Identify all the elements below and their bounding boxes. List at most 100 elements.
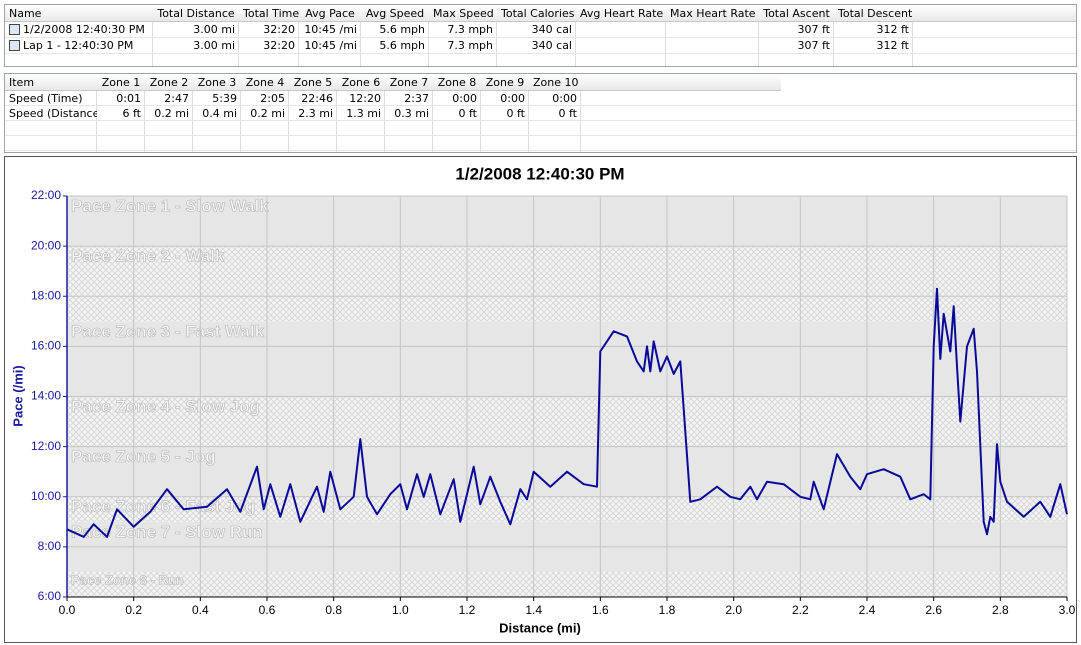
x-tick-label: 1.8 xyxy=(659,603,676,617)
chart: 1/2/2008 12:40:30 PM Distance (mi) Pace … xyxy=(4,156,1077,643)
cell-text: 340 cal xyxy=(531,39,572,52)
column-divider xyxy=(580,74,581,152)
table-cell: 2:05 xyxy=(241,91,289,106)
table-cell: 0.2 mi xyxy=(241,106,289,121)
column-header: Zone 7 xyxy=(385,74,433,91)
y-tick-label: 16:00 xyxy=(31,339,61,353)
cell-text: 32:20 xyxy=(263,39,295,52)
column-divider xyxy=(912,5,913,66)
zone-table: Item Zone 1 Zone 2 Zone 3 Zone 4 Zone 5 Zone 6… xyxy=(4,73,1077,153)
column-header: Zone 5 xyxy=(289,74,337,91)
y-tick-label: 8:00 xyxy=(38,539,62,553)
column-header: Avg Pace xyxy=(299,5,361,22)
column-header: Avg Speed xyxy=(361,5,429,22)
cell-text: 307 ft xyxy=(797,39,830,52)
cell-text: 22:46 xyxy=(301,92,333,105)
column-header: Max Speed xyxy=(429,5,497,22)
cell-text: 0 ft xyxy=(458,107,478,120)
row-divider xyxy=(5,120,1076,121)
column-divider xyxy=(238,5,239,66)
column-divider xyxy=(480,74,481,152)
table-cell: 1.3 mi xyxy=(337,106,385,121)
x-tick-label: 1.4 xyxy=(525,603,542,617)
table-cell: 0:00 xyxy=(481,91,529,106)
cell-text: 6 ft xyxy=(122,107,142,120)
column-divider xyxy=(192,74,193,152)
zone-label: Pace Zone 2 - Walk xyxy=(71,247,225,266)
zone-label: Pace Zone 4 - Slow Jog xyxy=(71,397,260,416)
table-cell: 3.00 mi xyxy=(153,22,239,38)
x-tick-label: 0.6 xyxy=(259,603,276,617)
x-tick-label: 2.4 xyxy=(859,603,876,617)
cell-text: 10:45 /mi xyxy=(304,23,357,36)
table-cell: 0 ft xyxy=(433,106,481,121)
pace-line xyxy=(66,287,1068,538)
zone-band xyxy=(67,321,1067,397)
cell-text: 32:20 xyxy=(263,23,295,36)
table-cell: 0.3 mi xyxy=(385,106,433,121)
table-cell: 3.00 mi xyxy=(153,38,239,54)
table-cell: 340 cal xyxy=(497,38,576,54)
cell-text: 5.6 mph xyxy=(379,23,425,36)
column-header: Max Heart Rate xyxy=(666,5,759,22)
column-header: Name xyxy=(5,5,153,22)
zone-band xyxy=(67,571,1067,597)
column-header: Zone 1 xyxy=(97,74,145,91)
cell-text: 0.2 mi xyxy=(154,107,189,120)
zone-band xyxy=(67,246,1067,322)
table-cell: 0:00 xyxy=(529,91,581,106)
column-divider xyxy=(384,74,385,152)
cell-text: 0.2 mi xyxy=(250,107,285,120)
zone-band xyxy=(67,196,1067,247)
y-tick-label: 12:00 xyxy=(31,439,61,453)
table-cell: Lap 1 - 12:40:30 PM xyxy=(5,38,153,54)
cell-text: 7.3 mph xyxy=(447,23,493,36)
table-cell: 5.6 mph xyxy=(361,22,429,38)
row-icon xyxy=(9,40,20,51)
column-divider xyxy=(152,5,153,66)
x-tick-label: 0.4 xyxy=(192,603,209,617)
table-cell: 0.2 mi xyxy=(145,106,193,121)
y-tick-label: 10:00 xyxy=(31,489,61,503)
chart-title: 1/2/2008 12:40:30 PM xyxy=(455,164,624,183)
table-cell: 0.4 mi xyxy=(193,106,241,121)
cell-text: Speed (Time) xyxy=(9,92,83,105)
column-divider xyxy=(240,74,241,152)
x-axis-label: Distance (mi) xyxy=(499,620,581,635)
column-header: Total Ascent xyxy=(759,5,834,22)
header-filler xyxy=(913,5,1076,22)
cell-text: 3.00 mi xyxy=(193,39,235,52)
column-divider xyxy=(360,5,361,66)
table-cell: 0:00 xyxy=(433,91,481,106)
row-divider xyxy=(5,135,1076,136)
column-header: Zone 3 xyxy=(193,74,241,91)
column-header: Avg Heart Rate xyxy=(576,5,666,22)
cell-text: 312 ft xyxy=(876,23,909,36)
cell-text: Speed (Distance) xyxy=(9,107,97,120)
table-cell: 7.3 mph xyxy=(429,22,497,38)
column-divider xyxy=(528,74,529,152)
column-header: Zone 9 xyxy=(481,74,529,91)
table-cell: 32:20 xyxy=(239,38,299,54)
column-header: Total Descent xyxy=(834,5,913,22)
column-header: Total Calories xyxy=(497,5,576,22)
cell-text: 7.3 mph xyxy=(447,39,493,52)
cell-text: 10:45 /mi xyxy=(304,39,357,52)
table-cell: 0 ft xyxy=(481,106,529,121)
cell-text: 1/2/2008 12:40:30 PM xyxy=(23,23,145,36)
cell-text: 2:37 xyxy=(404,92,429,105)
x-tick-label: 2.2 xyxy=(792,603,809,617)
cell-text: 312 ft xyxy=(876,39,909,52)
row-divider xyxy=(5,53,1076,54)
cell-text: 307 ft xyxy=(797,23,830,36)
table-cell: Speed (Distance) xyxy=(5,106,97,121)
table-cell: 0 ft xyxy=(529,106,581,121)
cell-text: 340 cal xyxy=(531,23,572,36)
table-cell: 307 ft xyxy=(759,38,834,54)
table-cell: 22:46 xyxy=(289,91,337,106)
table-cell: 0:01 xyxy=(97,91,145,106)
table-cell: 2.3 mi xyxy=(289,106,337,121)
y-tick-label: 14:00 xyxy=(31,389,61,403)
table-cell: 6 ft xyxy=(97,106,145,121)
